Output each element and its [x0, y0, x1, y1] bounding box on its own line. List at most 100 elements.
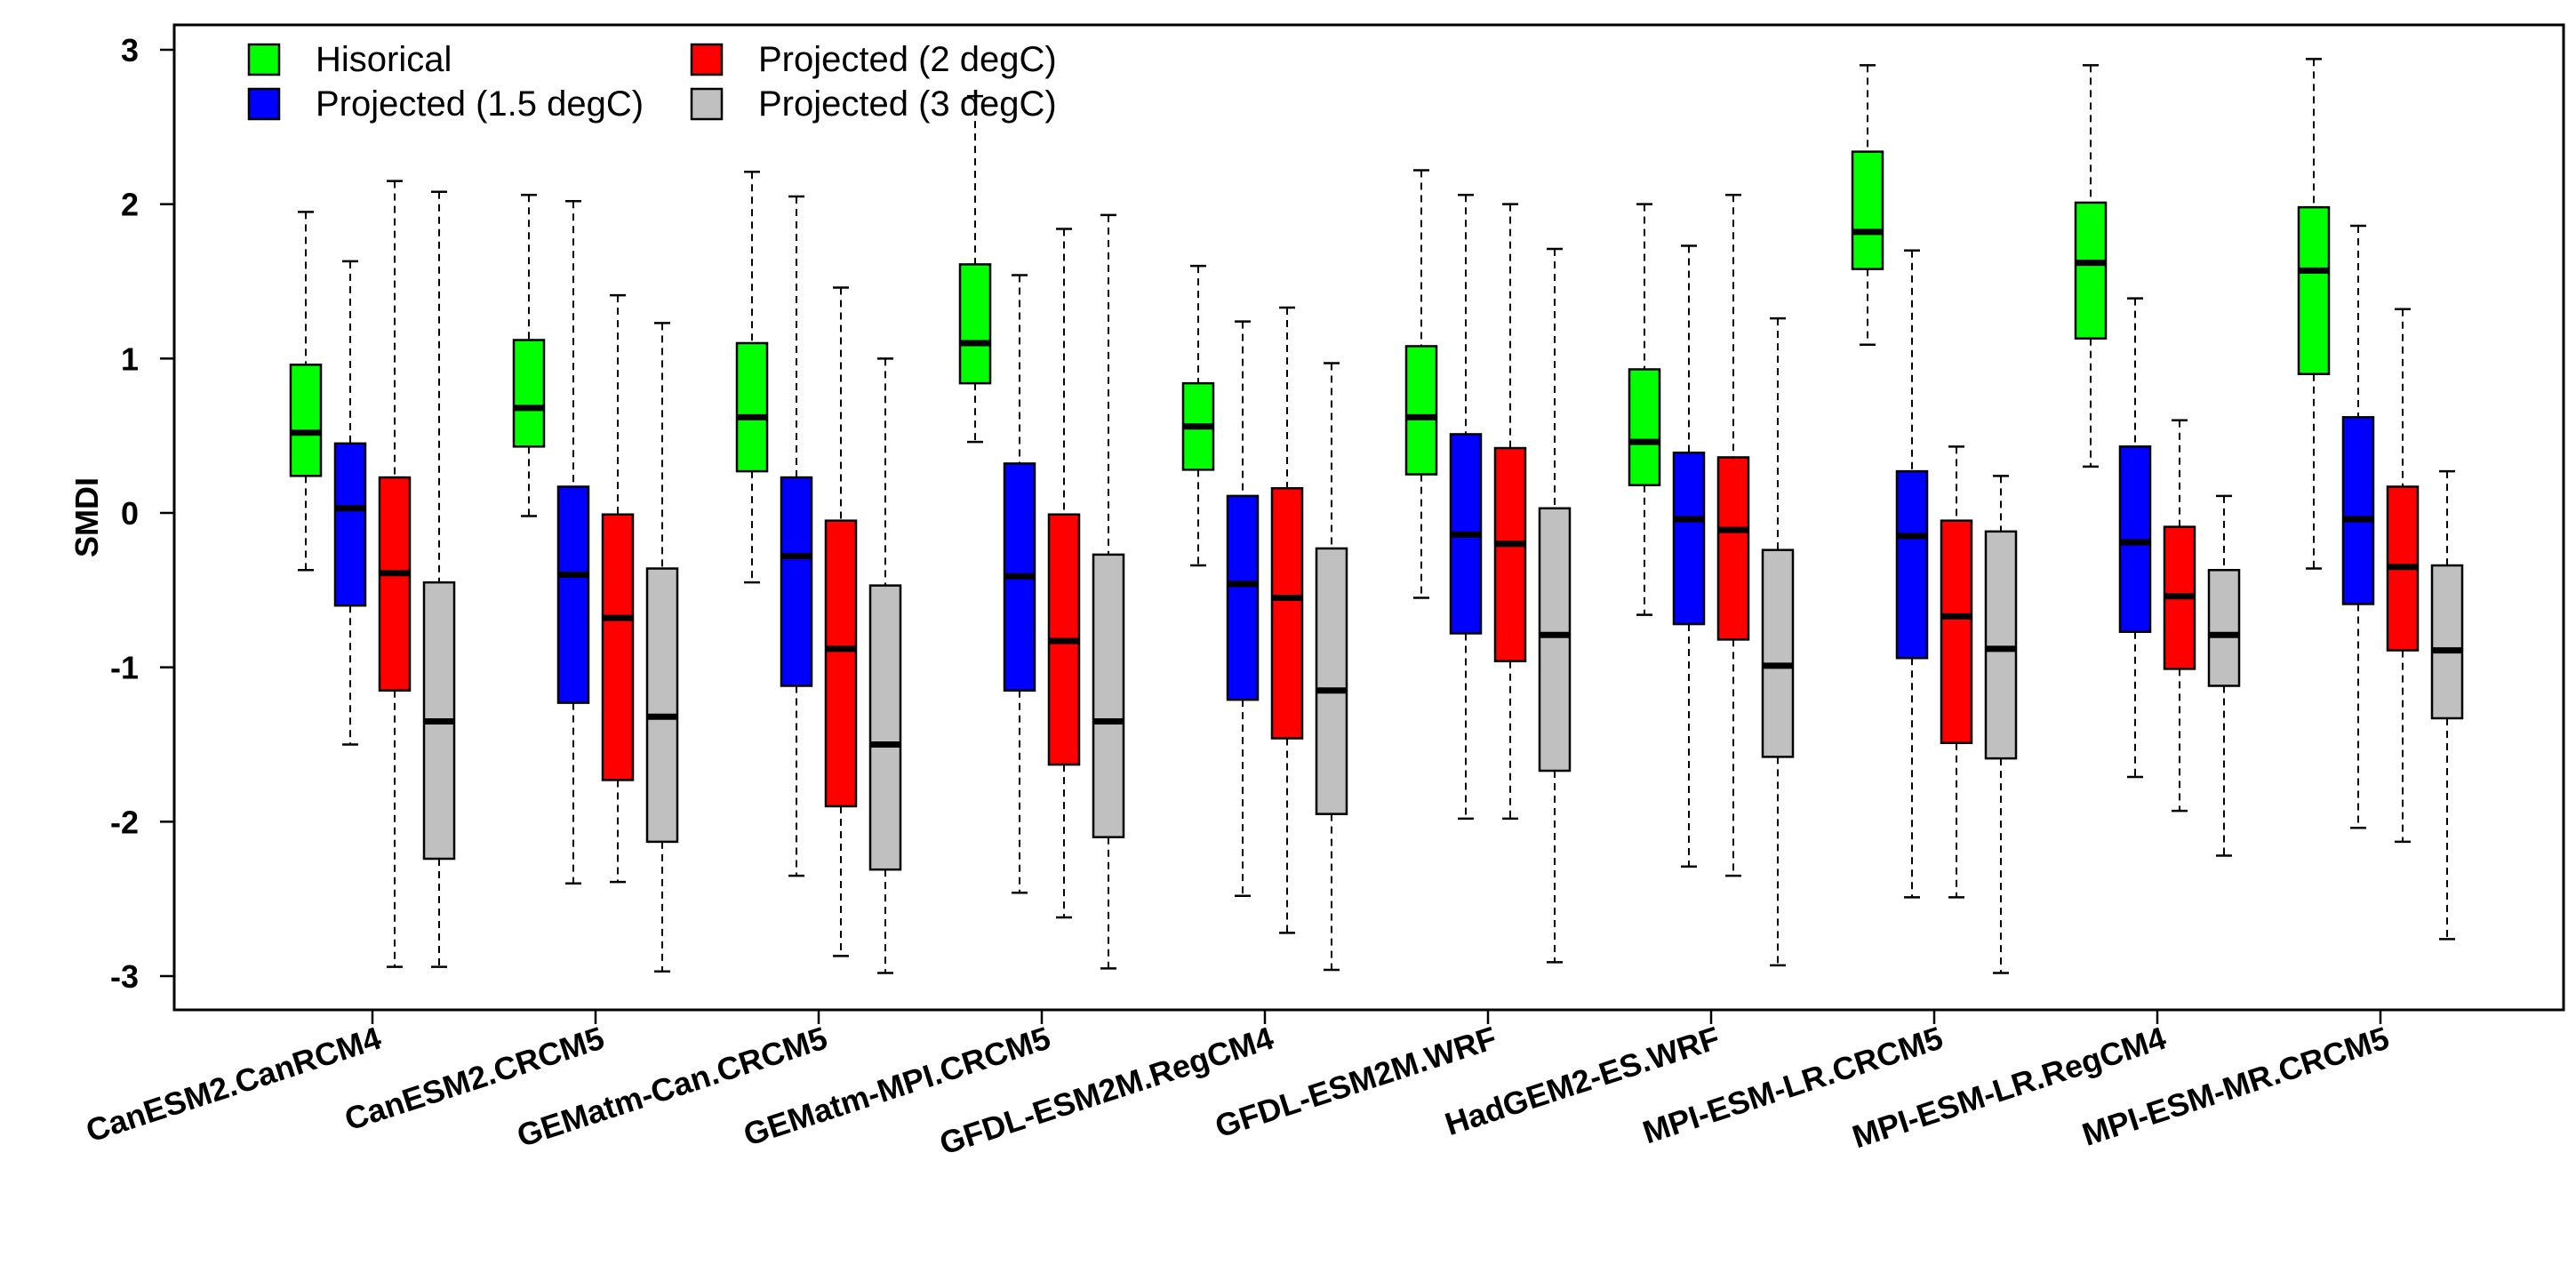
legend-label: Projected (3 degC) — [758, 84, 1057, 124]
box-7-series-2 — [1672, 244, 1706, 868]
box-body — [1940, 519, 1973, 745]
box-body — [868, 584, 902, 871]
box-body — [512, 339, 546, 448]
box-2-series-1 — [512, 193, 546, 517]
box-4-series-2 — [1003, 274, 1036, 894]
box-2-series-4 — [645, 322, 679, 973]
box-2-series-3 — [601, 293, 635, 884]
box-1-series-4 — [422, 190, 456, 968]
box-body — [601, 513, 635, 781]
box-10-series-2 — [2341, 224, 2375, 829]
box-9-series-4 — [2207, 494, 2241, 857]
y-tick-label: 0 — [121, 495, 139, 532]
legend-swatch — [247, 87, 281, 121]
box-body — [2341, 416, 2375, 605]
box-4-series-3 — [1047, 228, 1081, 919]
box-8-series-3 — [1940, 445, 1973, 899]
box-7-series-4 — [1761, 316, 1795, 967]
box-6-series-3 — [1493, 203, 1527, 821]
legend-item-1: Hisorical — [247, 40, 452, 79]
box-1-series-3 — [378, 180, 412, 968]
box-body — [1092, 553, 1125, 838]
x-axis: CanESM2.CanRCM4CanESM2.CRCM5GEMatm-Can.C… — [82, 1010, 2393, 1162]
box-5-series-2 — [1226, 320, 1260, 897]
plot-frame — [172, 23, 2565, 1012]
y-tick-label: 3 — [121, 32, 139, 68]
box-5-series-1 — [1181, 264, 1215, 567]
box-body — [645, 567, 679, 844]
box-3-series-4 — [868, 357, 902, 974]
x-category-label: CanESM2.CanRCM4 — [82, 1020, 386, 1149]
box-body — [556, 485, 590, 704]
box-body — [1628, 368, 1661, 486]
box-body — [289, 364, 323, 477]
box-8-series-2 — [1895, 249, 1929, 899]
box-1-series-2 — [333, 260, 367, 746]
box-body — [780, 476, 813, 687]
box-body — [1984, 530, 2018, 760]
box-body — [1895, 469, 1929, 660]
legend-label: Projected (2 degC) — [758, 40, 1057, 79]
legend-swatch — [690, 87, 724, 121]
box-body — [2430, 564, 2464, 720]
box-9-series-1 — [2074, 64, 2108, 468]
box-6-series-1 — [1404, 169, 1438, 599]
y-tick-label: 1 — [121, 340, 139, 377]
box-body — [1716, 456, 1750, 641]
box-body — [378, 476, 412, 692]
y-axis: -3 -2 -1 0 1 2 3 — [110, 32, 174, 995]
box-body — [1761, 548, 1795, 758]
box-body — [1493, 446, 1527, 662]
box-body — [333, 442, 367, 607]
box-body — [1404, 345, 1438, 476]
box-body — [824, 519, 858, 808]
y-tick-label: 2 — [121, 187, 139, 223]
box-3-series-2 — [780, 195, 813, 877]
box-8-series-1 — [1851, 64, 1884, 346]
box-10-series-1 — [2297, 58, 2331, 570]
box-body — [1315, 547, 1348, 815]
box-9-series-2 — [2118, 297, 2152, 779]
legend-swatch — [690, 43, 724, 76]
box-10-series-3 — [2386, 308, 2420, 844]
chart-marks — [289, 58, 2464, 974]
box-6-series-4 — [1538, 247, 1572, 964]
box-7-series-3 — [1716, 193, 1750, 877]
box-body — [735, 341, 769, 473]
box-3-series-3 — [824, 286, 858, 957]
y-tick-label: -1 — [110, 650, 139, 686]
legend: Hisorical Projected (1.5 degC) Projected (… — [247, 40, 1057, 124]
box-4-series-1 — [958, 94, 992, 444]
box-4-series-4 — [1092, 213, 1125, 970]
box-body — [958, 263, 992, 385]
box-body — [2074, 201, 2108, 340]
y-tick-label: -2 — [110, 804, 139, 840]
box-5-series-4 — [1315, 362, 1348, 972]
box-6-series-2 — [1449, 193, 1483, 821]
legend-label: Hisorical — [316, 40, 452, 79]
legend-item-4: Projected (3 degC) — [690, 84, 1057, 124]
legend-label: Projected (1.5 degC) — [316, 84, 644, 124]
box-9-series-3 — [2163, 419, 2196, 813]
box-body — [1851, 150, 1884, 270]
y-axis-title: SMDI — [68, 477, 105, 557]
y-tick-label: -3 — [110, 958, 139, 995]
box-8-series-4 — [1984, 475, 2018, 974]
box-5-series-3 — [1270, 306, 1304, 934]
box-body — [1226, 494, 1260, 701]
box-10-series-4 — [2430, 469, 2464, 941]
legend-item-3: Projected (2 degC) — [690, 40, 1057, 79]
box-body — [2297, 205, 2331, 375]
box-body — [1672, 452, 1706, 626]
box-3-series-1 — [735, 170, 769, 584]
box-body — [2207, 569, 2241, 687]
box-7-series-1 — [1628, 203, 1661, 616]
box-body — [1270, 486, 1304, 740]
box-body — [1538, 507, 1572, 773]
box-2-series-2 — [556, 199, 590, 885]
legend-swatch — [247, 43, 281, 76]
box-1-series-1 — [289, 211, 323, 572]
legend-item-2: Projected (1.5 degC) — [247, 84, 644, 124]
